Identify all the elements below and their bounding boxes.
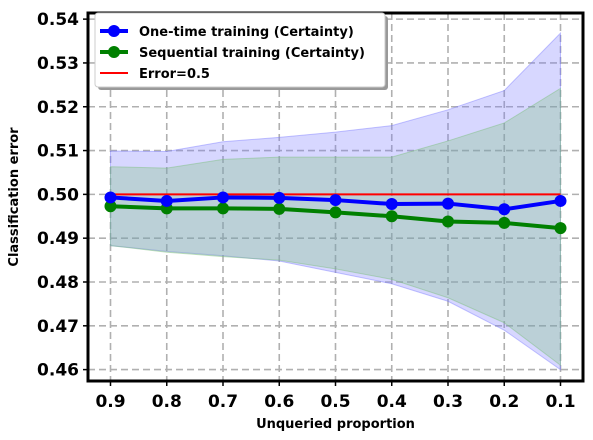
y-tick-label: 0.54 (37, 10, 79, 30)
legend: One-time training (Certainty) Sequential… (94, 12, 388, 90)
x-tick-label: 0.1 (545, 392, 575, 412)
y-tick-label: 0.46 (37, 361, 79, 381)
legend-marker-one-time (108, 25, 120, 37)
data-point-0 (329, 194, 342, 207)
x-tick-label: 0.2 (489, 392, 519, 412)
legend-label-sequential: Sequential training (Certainty) (139, 46, 365, 61)
y-tick-label: 0.49 (37, 229, 79, 249)
y-axis-label: Classification error (7, 127, 22, 267)
data-point-1 (498, 216, 511, 229)
data-point-1 (273, 202, 286, 215)
data-point-0 (160, 194, 173, 207)
data-point-1 (217, 202, 229, 215)
data-point-1 (329, 206, 342, 219)
y-tick-label: 0.47 (37, 317, 79, 337)
data-point-0 (385, 198, 398, 211)
x-tick-label: 0.9 (95, 392, 125, 412)
x-tick-label: 0.3 (433, 392, 463, 412)
band-1 (110, 87, 561, 367)
data-point-0 (104, 191, 117, 204)
data-point-0 (442, 197, 454, 210)
y-tick-label: 0.50 (37, 185, 79, 205)
x-tick-label: 0.6 (264, 392, 294, 412)
legend-label-error: Error=0.5 (139, 67, 210, 82)
data-point-1 (385, 210, 398, 223)
data-point-0 (554, 194, 567, 207)
data-point-0 (217, 191, 229, 204)
x-tick-label: 0.7 (208, 392, 238, 412)
x-axis-label: Unqueried proportion (256, 417, 415, 432)
x-tick-label: 0.5 (320, 392, 350, 412)
legend-marker-sequential (108, 46, 120, 58)
y-tick-label: 0.51 (37, 142, 79, 162)
x-tick-label: 0.4 (377, 392, 407, 412)
x-ticks: 0.9 0.8 0.7 0.6 0.5 0.4 0.3 0.2 0.1 (95, 381, 576, 412)
series-markers (104, 191, 567, 235)
legend-label-one-time: One-time training (Certainty) (139, 25, 354, 40)
data-point-1 (104, 200, 117, 213)
data-point-0 (273, 191, 286, 204)
y-ticks: 0.46 0.47 0.48 0.49 0.50 0.51 0.52 0.53 0.54 (37, 10, 88, 381)
legend-box (94, 12, 386, 88)
y-tick-label: 0.52 (37, 98, 79, 118)
y-tick-label: 0.48 (37, 273, 79, 293)
data-point-1 (554, 222, 567, 235)
data-point-1 (442, 215, 454, 228)
data-point-0 (498, 203, 511, 216)
x-tick-label: 0.8 (152, 392, 182, 412)
y-tick-label: 0.53 (37, 54, 79, 74)
